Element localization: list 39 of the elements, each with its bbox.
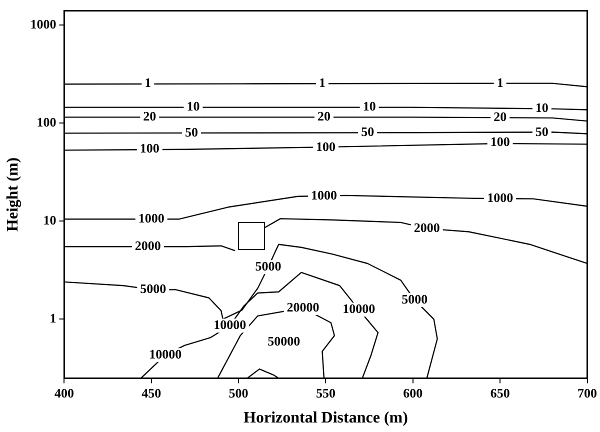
y-tick-label: 1 (50, 310, 56, 326)
annotation: 20000 (286, 299, 320, 314)
annotation: 1 (318, 75, 326, 90)
x-axis-title: Horizontal Distance (m) (244, 410, 408, 427)
annotation: 1000 (138, 210, 164, 226)
annotation: 50 (535, 124, 548, 140)
annotation: 50 (184, 124, 198, 140)
annotation: 1 (496, 75, 504, 90)
y-tick-label: 100 (36, 114, 56, 130)
annotation: 5000 (140, 281, 166, 296)
x-tick-label: 450 (142, 385, 162, 400)
annotation: 20 (143, 108, 156, 124)
y-axis-title: Height (m) (4, 157, 22, 232)
annotation: 1 (144, 75, 152, 90)
x-tick-label: 500 (228, 385, 248, 400)
annotation: 10 (362, 98, 376, 114)
y-tick-label: 10 (43, 212, 56, 228)
annotation: 5000 (402, 291, 428, 306)
annotation: 50000 (268, 334, 300, 349)
annotation: 2000 (134, 238, 161, 253)
x-tick-label: 550 (316, 385, 336, 400)
annotation: 20 (494, 108, 507, 124)
annotation: 10000 (149, 346, 182, 362)
annotation: 20 (317, 108, 330, 124)
annotation: 10000 (342, 301, 376, 316)
annotation: 1000 (487, 190, 514, 205)
y-tick-label: 1000 (30, 16, 56, 32)
annotation: 50 (361, 124, 374, 140)
x-tick-label: 400 (54, 385, 74, 400)
annotation: 1000 (310, 188, 337, 202)
annotation: 10 (186, 98, 200, 114)
annotation: 10 (535, 100, 548, 116)
x-tick-label: 650 (490, 385, 510, 400)
x-tick-label: 700 (578, 385, 597, 400)
x-tick-label: 600 (403, 385, 423, 400)
annotation: 100 (316, 139, 336, 154)
annotation: 2000 (414, 220, 440, 235)
annotation: 5000 (255, 258, 282, 274)
annotation: 100 (140, 140, 160, 156)
